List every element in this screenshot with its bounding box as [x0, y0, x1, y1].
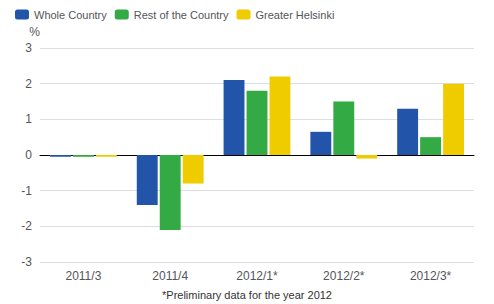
- svg-text:%: %: [29, 25, 40, 39]
- svg-text:2: 2: [25, 77, 32, 91]
- svg-text:Greater Helsinki: Greater Helsinki: [256, 9, 335, 21]
- svg-text:1: 1: [25, 112, 32, 126]
- svg-text:2011/3: 2011/3: [65, 269, 101, 283]
- svg-text:-3: -3: [21, 255, 32, 269]
- svg-text:3: 3: [25, 41, 32, 55]
- svg-text:2012/1*: 2012/1*: [236, 269, 278, 283]
- svg-text:*Preliminary data for the year: *Preliminary data for the year 2012: [162, 289, 332, 301]
- svg-text:2011/4: 2011/4: [152, 269, 188, 283]
- svg-text:Rest of the Country: Rest of the Country: [134, 9, 229, 21]
- svg-text:2012/3*: 2012/3*: [410, 269, 452, 283]
- svg-text:-2: -2: [21, 219, 32, 233]
- svg-text:-1: -1: [21, 184, 32, 198]
- svg-text:Whole Country: Whole Country: [34, 9, 107, 21]
- svg-text:2012/2*: 2012/2*: [323, 269, 365, 283]
- svg-text:0: 0: [25, 148, 32, 162]
